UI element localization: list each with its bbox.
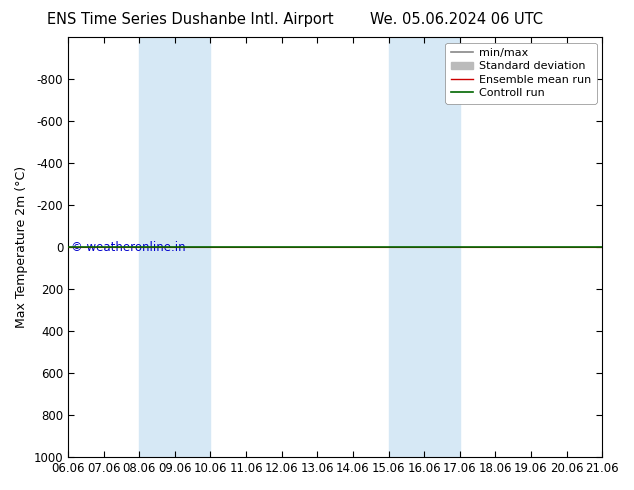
Bar [389, 37, 460, 457]
Legend: min/max, Standard deviation, Ensemble mean run, Controll run: min/max, Standard deviation, Ensemble me… [446, 43, 597, 104]
Text: © weatheronline.in: © weatheronline.in [71, 242, 185, 254]
Text: We. 05.06.2024 06 UTC: We. 05.06.2024 06 UTC [370, 12, 543, 27]
Y-axis label: Max Temperature 2m (°C): Max Temperature 2m (°C) [15, 166, 28, 328]
Bar [139, 37, 210, 457]
Text: ENS Time Series Dushanbe Intl. Airport: ENS Time Series Dushanbe Intl. Airport [47, 12, 333, 27]
